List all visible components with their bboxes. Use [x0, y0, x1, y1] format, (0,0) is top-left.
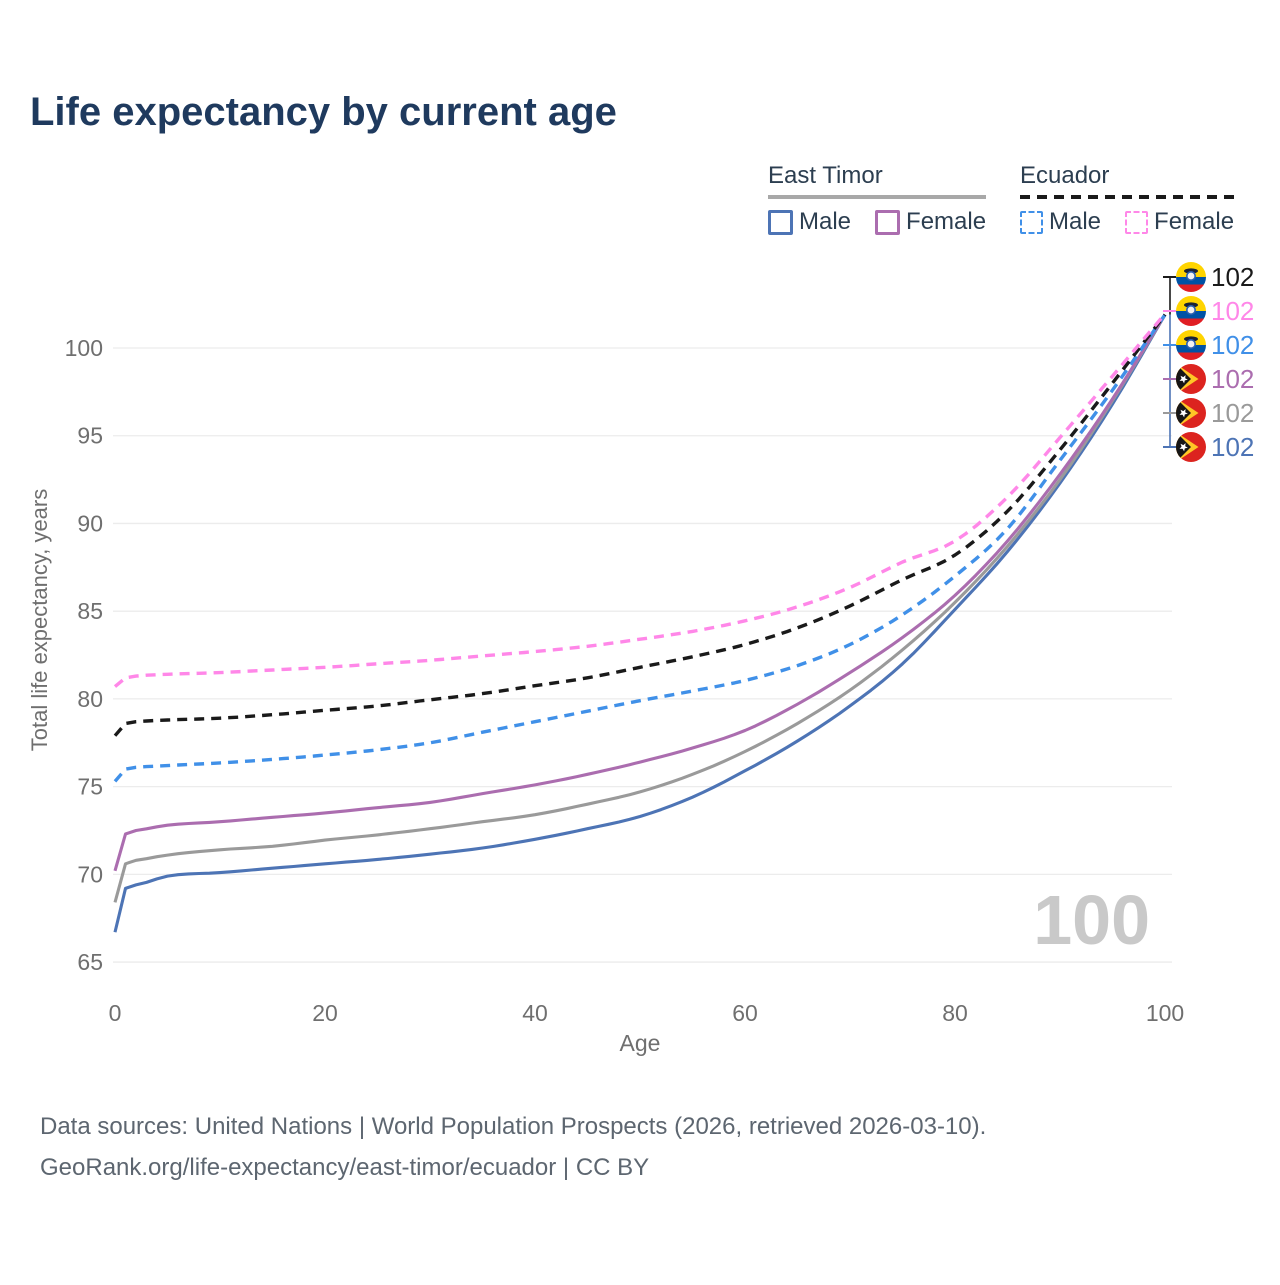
- y-tick-label: 85: [77, 598, 103, 624]
- legend-group-label: East Timor: [768, 162, 883, 189]
- watermark: 100: [1033, 881, 1150, 959]
- legend-swatch-solid-male[interactable]: [768, 209, 793, 235]
- end-value-label: 102: [1211, 296, 1254, 326]
- legend-item-label: Male: [799, 208, 852, 235]
- ecuador-flag-icon: [1176, 330, 1206, 360]
- x-tick-label: 100: [1146, 1000, 1184, 1026]
- end-value-label: 102: [1211, 432, 1254, 462]
- legend-item-label: Female: [1154, 208, 1235, 235]
- east-timor-flag-icon: [1176, 364, 1206, 394]
- legend-linestyle-solid: [768, 195, 987, 199]
- page-title: Life expectancy by current age: [30, 90, 617, 134]
- x-tick-label: 80: [942, 1000, 968, 1026]
- end-value-label: 102: [1211, 330, 1254, 360]
- legend-group-east-timor: East Timor Male Female: [768, 162, 987, 236]
- east-timor-flag-icon: [1176, 432, 1206, 462]
- legend-item-label: Female: [906, 208, 987, 235]
- series-east-timor-both-sexes[interactable]: [113, 313, 1167, 903]
- footer: Data sources: United Nations | World Pop…: [40, 1106, 986, 1188]
- x-tick-label: 20: [312, 1000, 338, 1026]
- legend-group-label: Ecuador: [1020, 162, 1110, 189]
- end-value-label: 102: [1211, 398, 1254, 428]
- end-value-label: 102: [1211, 262, 1254, 292]
- series-east-timor-male[interactable]: [113, 313, 1167, 933]
- end-value-label: 102: [1211, 364, 1254, 394]
- legend-swatch-dashed-female[interactable]: [1125, 210, 1149, 234]
- legend-group-ecuador: Ecuador Male Female: [1020, 162, 1235, 236]
- series-ecuador-male[interactable]: [113, 313, 1167, 783]
- x-tick-label: 0: [109, 1000, 122, 1026]
- y-axis-title: Total life expectancy, years: [27, 489, 52, 752]
- ecuador-flag-icon: [1176, 262, 1206, 292]
- ecuador-flag-icon: [1176, 296, 1206, 326]
- east-timor-flag-icon: [1176, 398, 1206, 428]
- footer-data-sources: Data sources: United Nations | World Pop…: [40, 1113, 987, 1140]
- legend-item-ecuador-female[interactable]: Female: [1125, 208, 1234, 236]
- y-tick-label: 70: [77, 861, 103, 887]
- legend-linestyle-dashed: [1020, 195, 1235, 199]
- footer-attribution: GeoRank.org/life-expectancy/east-timor/e…: [40, 1154, 650, 1181]
- series-east-timor-female[interactable]: [113, 313, 1167, 872]
- y-tick-label: 100: [65, 335, 103, 361]
- series-ecuador-both-sexes[interactable]: [113, 313, 1167, 737]
- x-tick-label: 40: [522, 1000, 548, 1026]
- y-tick-label: 80: [77, 686, 103, 712]
- legend-item-ecuador-male[interactable]: Male: [1020, 208, 1101, 236]
- y-tick-label: 90: [77, 510, 103, 536]
- series-ecuador-female[interactable]: [113, 312, 1167, 688]
- y-tick-label: 75: [77, 774, 103, 800]
- x-tick-label: 60: [732, 1000, 758, 1026]
- legend-swatch-solid-female[interactable]: [875, 209, 901, 235]
- y-tick-label: 65: [77, 949, 103, 975]
- x-axis-title: Age: [620, 1030, 661, 1056]
- legend-item-label: Male: [1049, 208, 1102, 235]
- legend-swatch-dashed-male[interactable]: [1020, 210, 1043, 234]
- legend-item-east-timor-female[interactable]: Female: [875, 208, 986, 236]
- y-tick-label: 95: [77, 423, 103, 449]
- legend-item-east-timor-male[interactable]: Male: [768, 208, 851, 236]
